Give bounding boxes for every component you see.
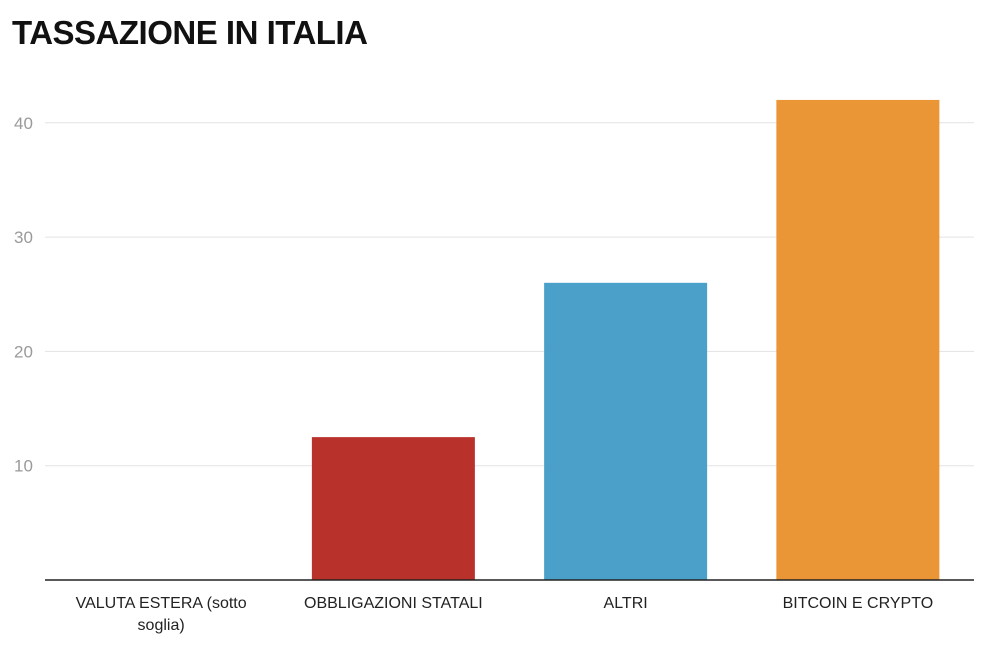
bar-2: [311, 437, 475, 580]
y-tick-label-20: 20: [14, 342, 33, 361]
x-tick-label-line: ALTRI: [604, 595, 648, 612]
x-tick-label-1: VALUTA ESTERA (sotto soglia): [76, 595, 247, 634]
y-tick-label-40: 40: [14, 114, 33, 133]
x-tick-label-line: OBBLIGAZIONI STATALI: [304, 595, 483, 612]
x-tick-label-line: BITCOIN E CRYPTO: [783, 595, 934, 612]
bar-3: [544, 282, 708, 580]
x-tick-label-2: OBBLIGAZIONI STATALI: [304, 595, 483, 612]
chart-title: TASSAZIONE IN ITALIA: [12, 14, 368, 51]
x-tick-label-line: VALUTA ESTERA (sotto: [76, 595, 247, 612]
x-tick-label-3: ALTRI: [604, 595, 648, 612]
bar-4: [776, 99, 940, 580]
y-tick-label-30: 30: [14, 228, 33, 247]
x-tick-label-4: BITCOIN E CRYPTO: [783, 595, 934, 612]
x-tick-label-line: soglia): [138, 617, 185, 634]
y-tick-label-10: 10: [14, 457, 33, 476]
